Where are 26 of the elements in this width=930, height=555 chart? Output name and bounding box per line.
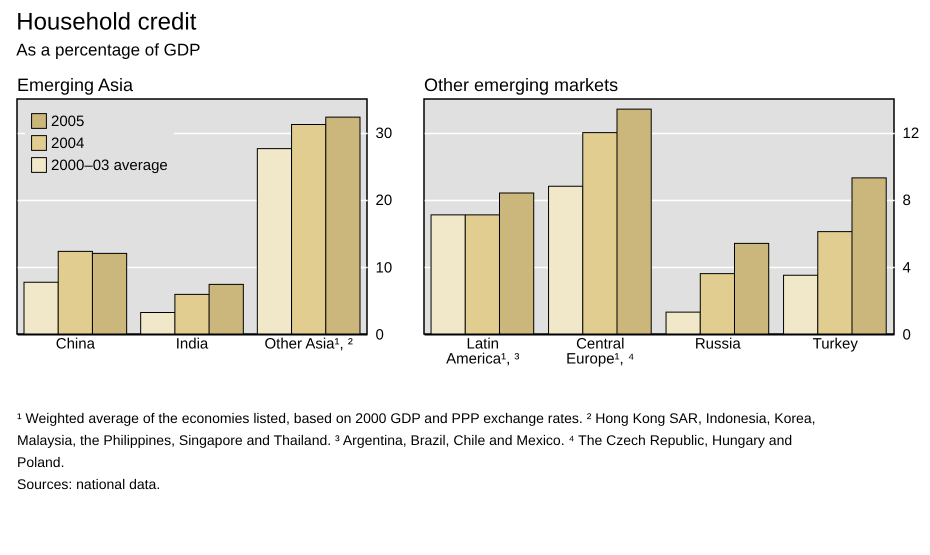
legend-label: 2005 [51, 113, 84, 130]
text: Household credit [16, 8, 197, 36]
y-tick-label: 30 [376, 125, 392, 142]
y-tick-label: 0 [902, 326, 911, 344]
y-tick-label: 0 [376, 326, 384, 344]
x-tick-label: China [56, 336, 96, 352]
text: Malaysia, the Philippines, Singapore and Thailand. ³ Argentina, Brazil, Chile and Mexico. ⁴ The Czech Republic, Hungary and [17, 432, 792, 448]
x-tick-label: Russia [694, 336, 742, 352]
text: ¹ Weighted average of the economies listed, based on 2000 GDP and PPP exchange rates. ² Hong Kong SAR, Indonesia, Korea, [17, 410, 816, 426]
y-tick-label: 20 [376, 192, 392, 210]
x-tick-label: Central Europe¹, ⁴ [566, 336, 634, 368]
x-tick-label: Turkey [812, 336, 858, 352]
text: Poland. [17, 454, 64, 470]
y-tick-label: 4 [902, 259, 911, 276]
y-tick-label: 8 [902, 192, 911, 210]
legend-label: 2004 [51, 135, 84, 152]
x-tick-label: India [176, 336, 209, 352]
text: As a percentage of GDP [16, 40, 201, 60]
chart-title: Emerging Asia [17, 75, 134, 95]
y-tick-label: 12 [902, 125, 920, 142]
x-tick-label: Other Asia¹, ² [264, 336, 353, 352]
chart-title: Other emerging markets [424, 75, 618, 95]
y-tick-label: 10 [376, 259, 392, 276]
legend-label: 2000–03 average [51, 157, 168, 174]
x-tick-label: Latin America¹, ³ [446, 336, 520, 368]
source-note: Sources: national data. [17, 476, 160, 492]
